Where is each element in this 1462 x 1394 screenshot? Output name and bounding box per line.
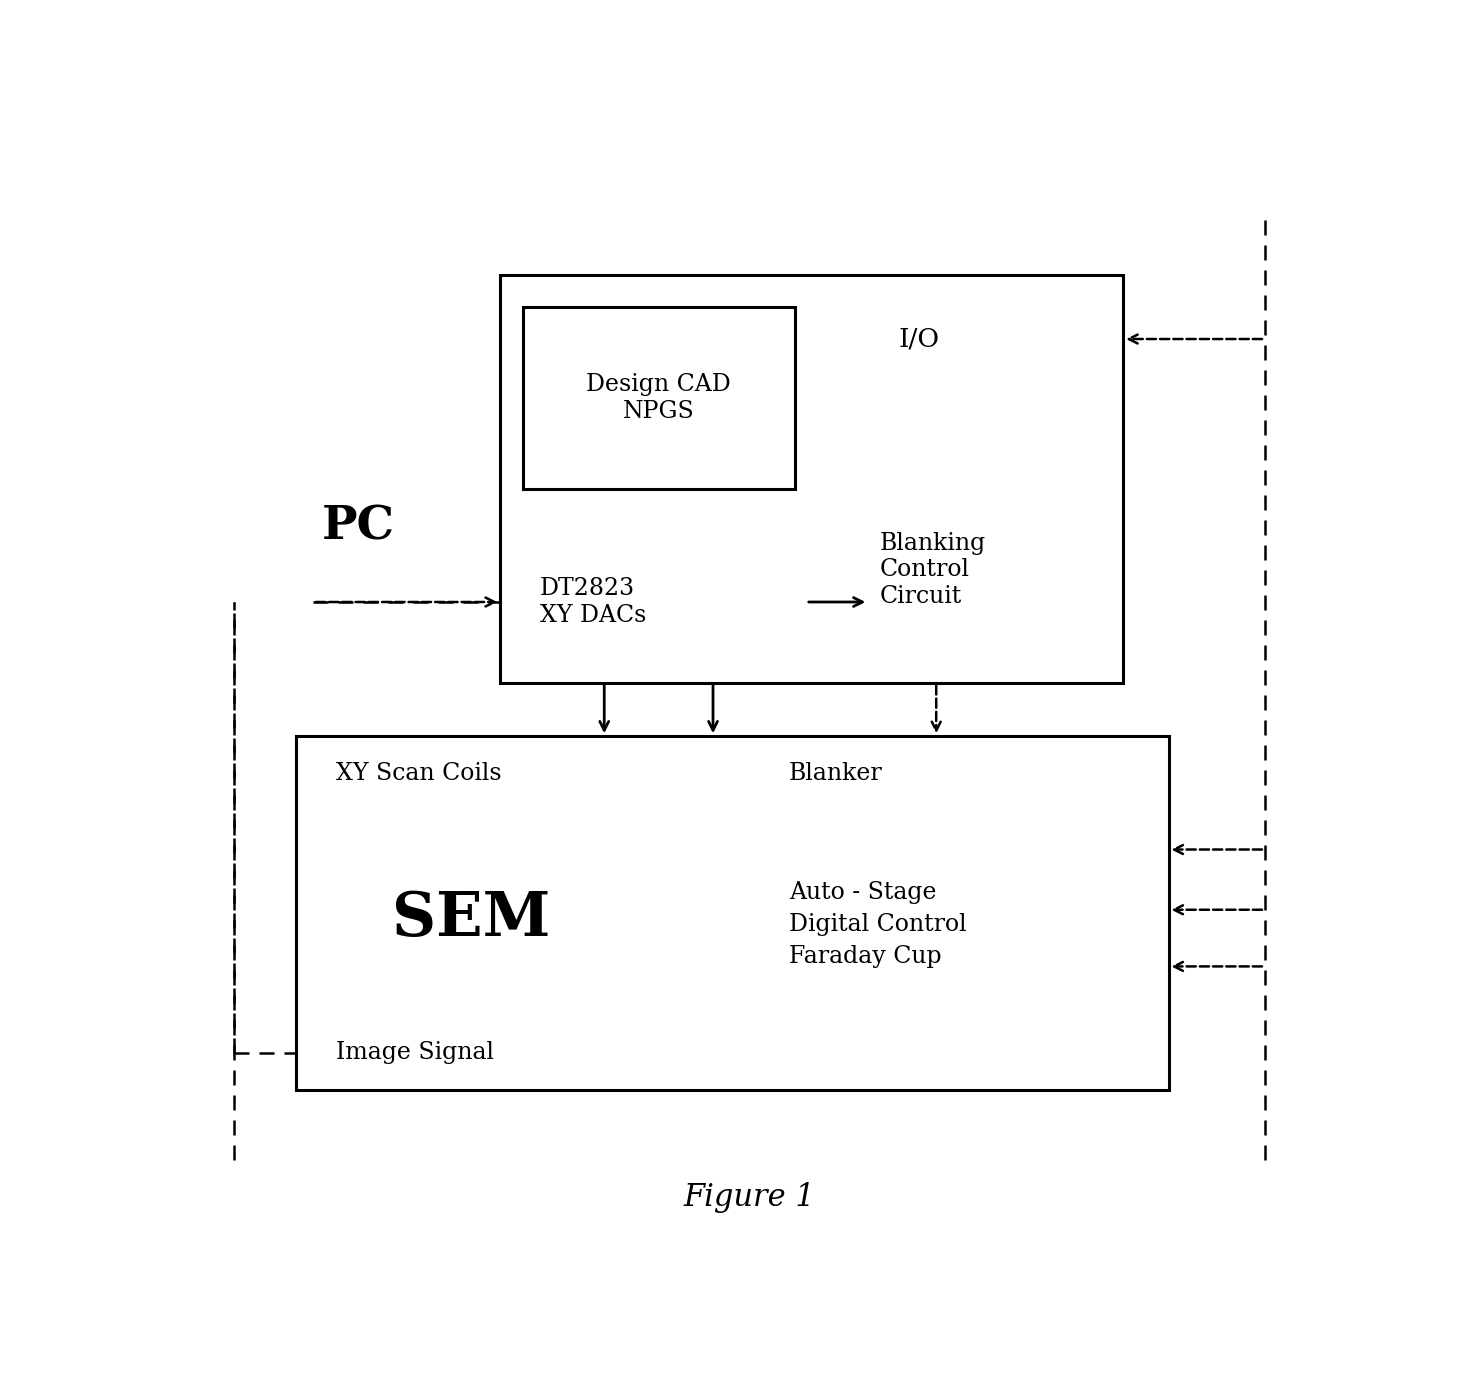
Text: Blanking
Control
Circuit: Blanking Control Circuit — [880, 531, 985, 608]
Text: DT2823
XY DACs: DT2823 XY DACs — [539, 577, 646, 627]
Text: XY Scan Coils: XY Scan Coils — [336, 763, 501, 785]
Text: PC: PC — [322, 503, 395, 549]
Text: Design CAD
NPGS: Design CAD NPGS — [586, 374, 731, 422]
Bar — [295, 736, 1168, 1090]
Text: Auto - Stage
Digital Control
Faraday Cup: Auto - Stage Digital Control Faraday Cup — [789, 881, 966, 967]
Text: Figure 1: Figure 1 — [683, 1182, 816, 1213]
Bar — [523, 307, 795, 489]
Text: Image Signal: Image Signal — [336, 1041, 494, 1064]
Text: I/O: I/O — [899, 326, 940, 351]
Text: Blanker: Blanker — [789, 763, 883, 785]
Bar — [500, 275, 1123, 683]
Text: SEM: SEM — [392, 888, 551, 949]
